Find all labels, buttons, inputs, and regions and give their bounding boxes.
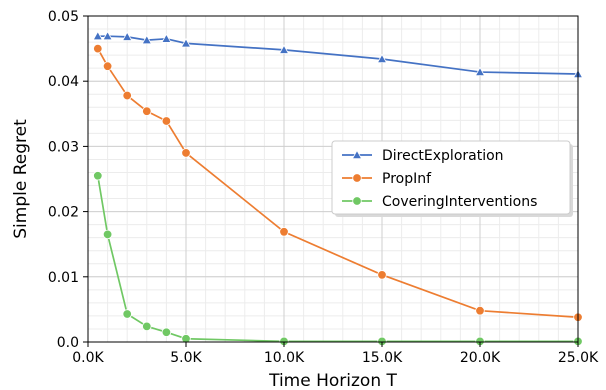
data-point: [102, 30, 113, 41]
data-point: [376, 53, 388, 64]
data-point: [93, 171, 103, 181]
series-directexploration: [92, 30, 584, 79]
data-point: [377, 270, 387, 280]
data-point: [161, 327, 172, 337]
x-axis: 0.0K 5.0K 10.0K 15.0K 20.0K 25.0K: [72, 342, 599, 366]
data-point: [93, 43, 103, 54]
series-line: [97, 35, 579, 75]
data-point: [161, 116, 172, 126]
legend: DirectExploration PropInf CoveringInterven…: [331, 140, 573, 217]
data-point: [279, 227, 289, 237]
legend-label: CoveringInterventions: [382, 194, 537, 210]
series-line: [97, 48, 579, 319]
legend-marker: [351, 149, 363, 160]
data-point: [475, 306, 485, 316]
data-point: [122, 90, 132, 101]
data-point: [102, 61, 113, 71]
x-axis-title: Time Horizon T: [268, 371, 397, 390]
x-tick-label: 25.0K: [558, 350, 599, 366]
y-tick-label: 0.05: [48, 9, 79, 25]
data-point: [181, 148, 191, 158]
x-tick-label: 0.0K: [72, 350, 104, 366]
data-point: [142, 106, 152, 116]
legend-entry: PropInf: [342, 171, 432, 187]
y-tick-label: 0.04: [48, 74, 79, 90]
plot-frame: [87, 15, 579, 343]
y-axis-title: Simple Regret: [11, 119, 31, 239]
data-point: [474, 66, 486, 77]
y-tick-label: 0.03: [48, 139, 79, 155]
y-tick-label: 0.01: [48, 270, 79, 286]
legend-label: DirectExploration: [382, 148, 504, 164]
data-point: [278, 44, 290, 54]
legend-label: PropInf: [382, 171, 432, 187]
series-line: [96, 175, 578, 343]
data-point: [102, 229, 113, 240]
legend-entry: DirectExploration: [342, 148, 504, 164]
legend-box: [331, 140, 571, 215]
data-point: [141, 34, 152, 45]
data-point: [142, 321, 152, 332]
legend-marker: [352, 173, 362, 183]
legend-entry: CoveringInterventions: [342, 194, 537, 210]
legend-marker: [352, 196, 362, 206]
x-tick-label: 5.0K: [170, 350, 202, 366]
data-point: [180, 38, 192, 48]
y-axis: 0.0 0.01 0.02 0.03 0.04 0.05: [48, 9, 88, 351]
x-tick-label: 10.0K: [264, 350, 305, 366]
data-point: [161, 33, 172, 43]
data-point: [122, 309, 132, 319]
y-tick-label: 0.02: [48, 205, 79, 221]
data-point: [122, 31, 133, 41]
data-point: [92, 30, 103, 41]
x-tick-label: 20.0K: [460, 350, 501, 366]
x-tick-label: 15.0K: [362, 350, 403, 366]
y-tick-label: 0.0: [57, 335, 79, 351]
